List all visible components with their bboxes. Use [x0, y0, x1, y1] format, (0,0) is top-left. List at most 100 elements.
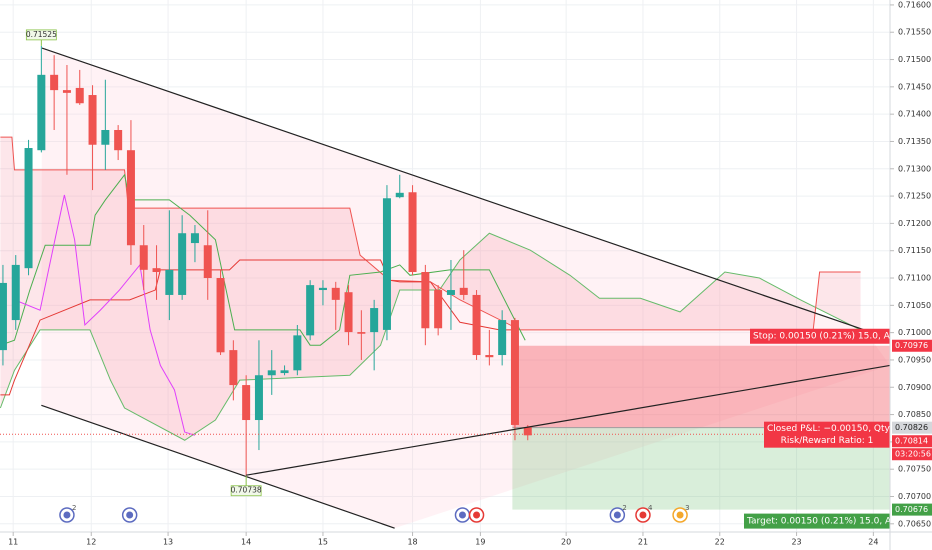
candle-body — [50, 74, 59, 91]
candle-body — [0, 282, 7, 351]
x-tick-label: 11 — [8, 538, 18, 547]
price-tag-label: 0.70976 — [895, 341, 928, 350]
x-tick-label: 24 — [868, 538, 878, 547]
trendline — [41, 47, 865, 331]
candle-body — [395, 192, 404, 198]
candle-body — [254, 375, 263, 421]
y-tick-label: 0.70650 — [898, 519, 931, 528]
candle-body — [11, 264, 20, 321]
candle-body — [293, 335, 302, 371]
event-dot — [613, 511, 621, 519]
event-count: 3 — [685, 504, 689, 512]
countdown-box — [892, 448, 932, 461]
candle-body — [306, 285, 315, 336]
cloud-line — [0, 232, 861, 441]
price-tag — [892, 421, 932, 434]
x-tick-label: 18 — [407, 538, 417, 547]
y-tick-label: 0.71400 — [898, 110, 931, 119]
y-tick-label: 0.71600 — [898, 0, 931, 9]
event-dot — [458, 511, 466, 519]
y-tick-label: 0.71450 — [898, 82, 931, 91]
cloud-fill — [0, 137, 861, 441]
x-tick-label: 20 — [561, 538, 571, 547]
y-tick-label: 0.71300 — [898, 164, 931, 173]
stop-label: Stop: 0.00150 (0.21%) 15.0, Amount: — [753, 332, 922, 342]
candle-body — [523, 427, 532, 436]
candle-body — [88, 95, 97, 145]
candle-body — [267, 370, 276, 376]
x-tick-label: 14 — [241, 538, 251, 547]
candle-body — [126, 150, 135, 246]
y-tick-label: 0.70850 — [898, 410, 931, 419]
candle-body — [178, 233, 187, 295]
candle-body — [62, 90, 71, 93]
candle-body — [485, 355, 494, 358]
event-dot — [473, 511, 481, 519]
x-tick-label: 15 — [318, 538, 328, 547]
candle-body — [114, 129, 123, 151]
y-tick-label: 0.71100 — [898, 274, 931, 283]
price-tag — [892, 339, 932, 352]
x-tick-label: 13 — [163, 538, 173, 547]
y-tick-label: 0.71150 — [898, 246, 931, 255]
candle-body — [421, 272, 430, 329]
trendline — [41, 404, 395, 529]
x-tick-label: 19 — [475, 538, 485, 547]
price-tag — [892, 435, 932, 448]
y-tick-label: 0.71050 — [898, 301, 931, 310]
event-count: 4 — [648, 504, 653, 512]
price-tag-label: 0.70814 — [895, 437, 928, 446]
extreme-label-box — [25, 29, 57, 41]
y-tick-label: 0.71500 — [898, 55, 931, 64]
candle-body — [370, 308, 379, 333]
candle-body — [101, 129, 110, 145]
candle-body — [434, 290, 443, 329]
candle-body — [498, 320, 507, 356]
event-dot — [63, 511, 71, 519]
y-tick-label: 0.71000 — [898, 328, 931, 337]
price-tag — [892, 503, 932, 516]
price-tag-label: 0.70676 — [895, 505, 928, 514]
candle-body — [75, 87, 84, 104]
candle-body — [459, 287, 468, 295]
candle-body — [344, 292, 353, 333]
stop-zone — [512, 345, 890, 428]
candle-body — [216, 278, 225, 353]
candle-body — [408, 192, 417, 273]
candle-body — [318, 287, 327, 291]
candle-body — [37, 74, 46, 151]
candle-body — [357, 332, 366, 334]
x-tick-label: 23 — [791, 538, 801, 547]
pnl-label: Closed P&L: −0.00150, Qty: 33333 — [767, 424, 924, 434]
candle-body — [446, 290, 455, 295]
indicator-line — [14, 194, 196, 436]
countdown: 03:20:56 — [895, 450, 931, 459]
target-label-box — [744, 513, 890, 529]
event-count: 2 — [72, 504, 76, 512]
candle-body — [510, 320, 519, 425]
stop-label-box — [750, 328, 890, 344]
candle-body — [152, 268, 161, 273]
candle-body — [229, 350, 238, 386]
y-tick-label: 0.70900 — [898, 383, 931, 392]
event-dot — [126, 511, 134, 519]
candle-body — [472, 294, 481, 356]
indicator-line — [0, 173, 526, 346]
y-tick-label: 0.71250 — [898, 192, 931, 201]
candle-body — [165, 269, 174, 295]
plot-area: 0.71525 0.70738 2 2 4 3 Stop: 0.00150 (0.21%) … — [0, 0, 924, 532]
candle-body — [382, 198, 391, 330]
candle-body — [190, 233, 199, 244]
candle-body — [24, 148, 33, 269]
candle-body — [280, 370, 289, 374]
candle-body — [203, 245, 212, 279]
y-tick-label: 0.70700 — [898, 492, 931, 501]
candle-body — [139, 245, 148, 270]
y-tick-label: 0.71550 — [898, 28, 931, 37]
rr-label: Risk/Reward Ratio: 1 — [781, 436, 874, 446]
candle-body — [242, 385, 251, 421]
event-dot — [639, 511, 647, 519]
event-count: 2 — [622, 504, 626, 512]
